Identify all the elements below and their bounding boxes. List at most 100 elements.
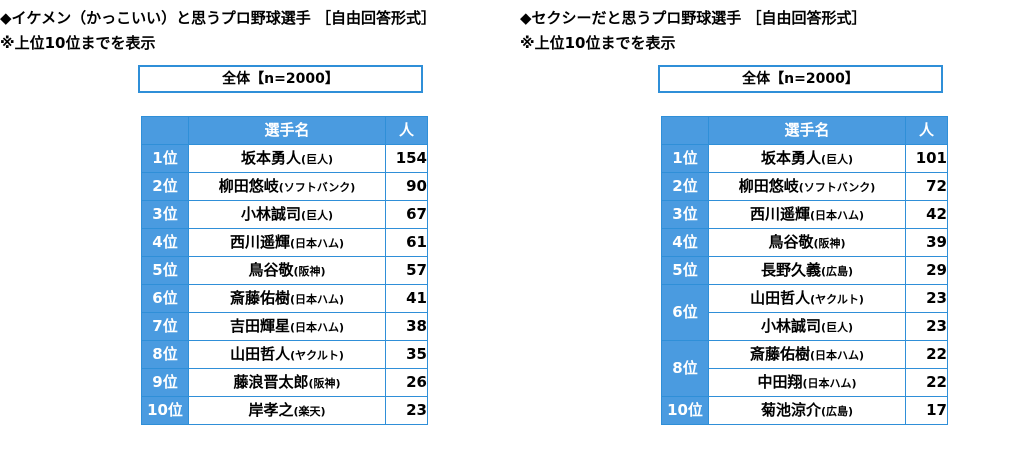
team-name: (日本ハム): [289, 293, 345, 306]
player-name: 小林誠司: [760, 317, 821, 335]
rank-cell: 5位: [661, 256, 709, 285]
rank-cell: 4位: [661, 228, 709, 257]
team-name: (巨人): [300, 209, 334, 222]
table-row: 1位 坂本勇人(巨人) 101: [661, 144, 948, 173]
player-name: 坂本勇人: [240, 149, 301, 167]
table-row: 5位 鳥谷敬(阪神) 57: [141, 256, 428, 285]
count-cell: 101: [905, 144, 948, 173]
player-name: 藤浪晋太郎: [233, 373, 309, 391]
count-cell: 17: [905, 396, 948, 425]
table-row: 1位 坂本勇人(巨人) 154: [141, 144, 428, 173]
table-row: 2位 柳田悠岐(ソフトバンク) 90: [141, 172, 428, 201]
table-row: 7位 吉田輝星(日本ハム) 38: [141, 312, 428, 341]
count-header: 人: [905, 116, 948, 145]
table-row: 3位 小林誠司(巨人) 67: [141, 200, 428, 229]
count-cell: 23: [905, 312, 948, 341]
table-row: 8位 山田哲人(ヤクルト) 35: [141, 340, 428, 369]
count-cell: 67: [385, 200, 428, 229]
table-row: 4位 西川遥輝(日本ハム) 61: [141, 228, 428, 257]
name-cell: 菊池涼介(広島): [708, 396, 906, 425]
rank-cell: 5位: [141, 256, 189, 285]
team-name: (日本ハム): [289, 321, 345, 334]
player-name: 斎藤佑樹: [749, 345, 810, 363]
team-name: (日本ハム): [809, 209, 865, 222]
table-row: 6位 斎藤佑樹(日本ハム) 41: [141, 284, 428, 313]
name-cell: 斎藤佑樹(日本ハム): [188, 284, 386, 313]
group-label: 全体【n=2000】: [658, 65, 943, 93]
table-row: 6位 山田哲人(ヤクルト) 23: [661, 284, 948, 341]
player-name: 斎藤佑樹: [229, 289, 290, 307]
team-name: (日本ハム): [802, 377, 857, 390]
name-cell: 坂本勇人(巨人): [188, 144, 386, 173]
name-header: 選手名: [188, 116, 386, 145]
rank-cell: 2位: [141, 172, 189, 201]
name-cell: 鳥谷敬(阪神): [188, 256, 386, 285]
name-cell: 小林誠司(巨人): [188, 200, 386, 229]
team-name: (巨人): [820, 321, 854, 334]
count-cell: 26: [385, 368, 428, 397]
table-row: 3位 西川遥輝(日本ハム) 42: [661, 200, 948, 229]
rank-cell: 6位: [661, 284, 709, 341]
rank-cell: 7位: [141, 312, 189, 341]
name-cell: 坂本勇人(巨人): [708, 144, 906, 173]
rank-cell: 3位: [661, 200, 709, 229]
team-name: (阪神): [293, 265, 326, 278]
rank-cell: 6位: [141, 284, 189, 313]
player-name: 菊池涼介: [760, 401, 821, 419]
name-cell: 斎藤佑樹(日本ハム): [708, 340, 906, 369]
player-name: 長野久義: [760, 261, 821, 279]
player-name: 西川遥輝: [749, 205, 810, 223]
table-row: 小林誠司(巨人) 23: [662, 312, 948, 341]
player-name: 鳥谷敬: [248, 261, 294, 279]
rank-header: [661, 116, 709, 145]
panel-subtitle: ※上位10位までを表示: [0, 34, 156, 52]
name-cell: 中田翔(日本ハム): [708, 368, 906, 397]
rank-cell: 2位: [661, 172, 709, 201]
name-cell: 西川遥輝(日本ハム): [188, 228, 386, 257]
team-name: (広島): [820, 405, 854, 418]
count-cell: 90: [385, 172, 428, 201]
rank-cell: 4位: [141, 228, 189, 257]
team-name: (日本ハム): [809, 349, 865, 362]
count-cell: 29: [905, 256, 948, 285]
rank-cell: 1位: [661, 144, 709, 173]
team-name: (阪神): [813, 237, 846, 250]
team-name: (ヤクルト): [290, 349, 344, 362]
name-cell: 岸孝之(楽天): [188, 396, 386, 425]
name-cell: 柳田悠岐(ソフトバンク): [708, 172, 906, 201]
count-cell: 39: [905, 228, 948, 257]
player-name: 鳥谷敬: [768, 233, 814, 251]
table-row: 4位 鳥谷敬(阪神) 39: [661, 228, 948, 257]
name-cell: 柳田悠岐(ソフトバンク): [188, 172, 386, 201]
player-name: 柳田悠岐: [738, 177, 799, 195]
table-row: 9位 藤浪晋太郎(阪神) 26: [141, 368, 428, 397]
team-name: (阪神): [308, 377, 341, 390]
team-name: (広島): [820, 265, 854, 278]
count-cell: 61: [385, 228, 428, 257]
name-cell: 藤浪晋太郎(阪神): [188, 368, 386, 397]
name-header: 選手名: [708, 116, 906, 145]
player-name: 吉田輝星: [229, 317, 290, 335]
team-name: (日本ハム): [289, 237, 345, 250]
name-cell: 小林誠司(巨人): [708, 312, 906, 341]
team-name: (ソフトバンク): [278, 181, 356, 194]
team-name: (楽天): [293, 405, 326, 418]
count-cell: 22: [905, 368, 948, 397]
count-cell: 38: [385, 312, 428, 341]
count-cell: 35: [385, 340, 428, 369]
player-name: 柳田悠岐: [218, 177, 279, 195]
table-row: 8位 斎藤佑樹(日本ハム) 22: [661, 340, 948, 397]
count-header: 人: [385, 116, 428, 145]
table-row: 10位 岸孝之(楽天) 23: [141, 396, 428, 425]
name-cell: 西川遥輝(日本ハム): [708, 200, 906, 229]
panel-subtitle: ※上位10位までを表示: [520, 34, 676, 52]
table-row: 10位 菊池涼介(広島) 17: [661, 396, 948, 425]
team-name: (ソフトバンク): [798, 181, 876, 194]
table-row: 中田翔(日本ハム) 22: [662, 368, 948, 397]
panel-title: ◆セクシーだと思うプロ野球選手 ［自由回答形式］: [520, 9, 867, 27]
ranking-table: 選手名 人 1位 坂本勇人(巨人) 154 2位 柳田悠岐(ソフトバンク) 90…: [141, 116, 428, 425]
rank-cell: 10位: [141, 396, 189, 425]
player-name: 山田哲人: [750, 289, 811, 307]
sexy-panel: ◆セクシーだと思うプロ野球選手 ［自由回答形式］ ※上位10位までを表示 全体【…: [520, 0, 990, 456]
table-header-row: 選手名 人: [661, 116, 948, 145]
